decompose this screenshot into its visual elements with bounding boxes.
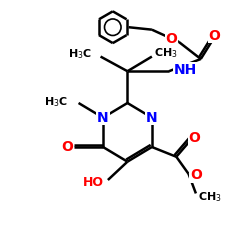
Text: N: N [146,111,158,125]
Text: O: O [62,140,74,154]
Text: O: O [166,32,177,46]
Text: H$_3$C: H$_3$C [44,95,68,109]
Text: N: N [97,111,109,125]
Text: HO: HO [83,176,104,189]
Text: CH$_3$: CH$_3$ [154,46,178,60]
Text: H$_3$C: H$_3$C [68,47,92,61]
Text: O: O [208,29,220,43]
Text: O: O [190,168,202,182]
Text: NH: NH [174,63,197,77]
Text: O: O [189,132,200,145]
Text: CH$_3$: CH$_3$ [198,190,222,204]
